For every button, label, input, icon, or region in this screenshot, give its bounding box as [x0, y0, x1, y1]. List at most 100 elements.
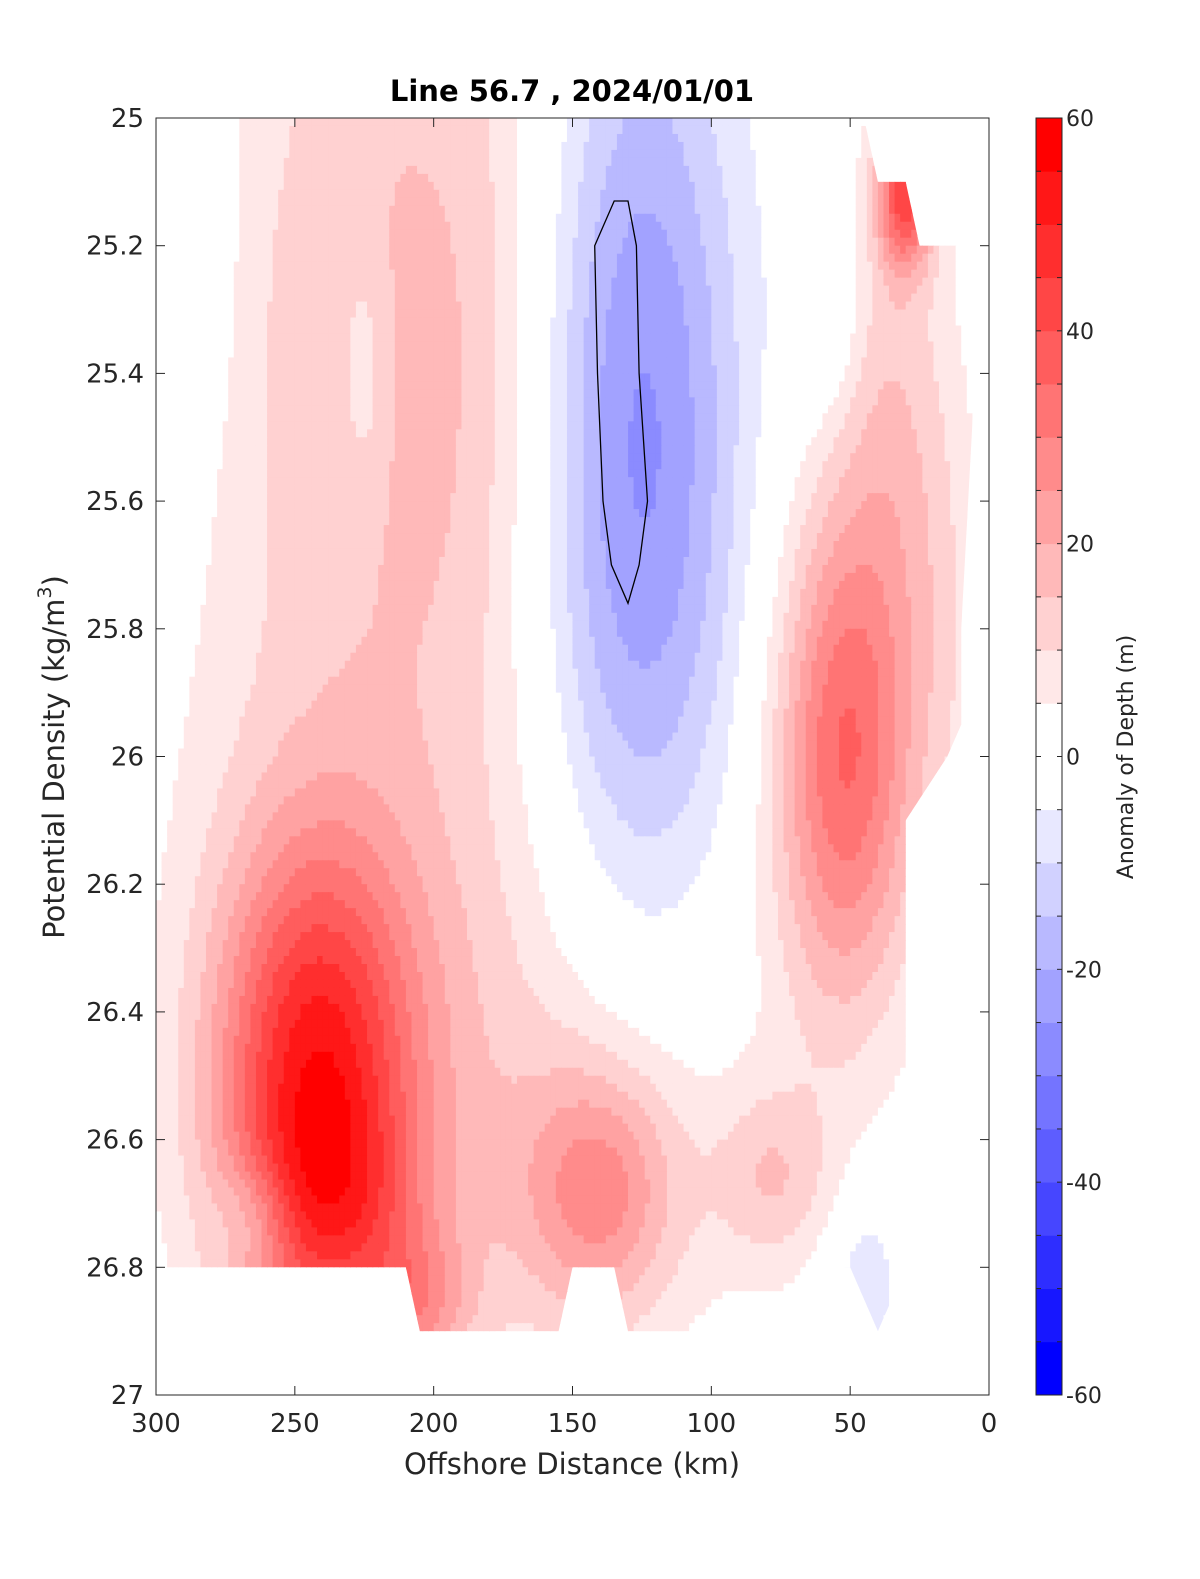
contour-cell — [389, 166, 395, 175]
contour-cell — [350, 158, 356, 167]
contour-cell — [523, 349, 529, 358]
contour-cell — [550, 318, 556, 327]
contour-cell — [323, 222, 329, 231]
contour-cell — [467, 333, 473, 342]
contour-cell — [545, 182, 551, 191]
contour-cell — [617, 246, 623, 255]
contour-cell — [828, 222, 834, 231]
contour-cell — [778, 118, 784, 127]
contour-cell — [611, 318, 617, 327]
contour-cell — [550, 118, 556, 127]
contour-cell — [506, 174, 512, 183]
contour-cell — [550, 262, 556, 271]
contour-cell — [245, 158, 251, 167]
contour-cell — [284, 126, 290, 135]
contour-cell — [756, 214, 762, 223]
contour-cell — [606, 254, 612, 263]
contour-cell — [328, 166, 334, 175]
contour-cell — [206, 278, 212, 287]
contour-cell — [400, 182, 406, 191]
contour-cell — [311, 278, 317, 287]
contour-cell — [234, 270, 240, 279]
contour-cell — [295, 190, 301, 199]
contour-cell — [389, 302, 395, 311]
contour-cell — [611, 166, 617, 175]
contour-cell — [461, 357, 467, 366]
contour-cell — [734, 182, 740, 191]
contour-cell — [711, 190, 717, 199]
contour-cell — [311, 310, 317, 319]
contour-cell — [200, 150, 206, 159]
contour-cell — [628, 286, 634, 295]
contour-cell — [611, 142, 617, 151]
contour-cell — [839, 166, 845, 175]
contour-cell — [756, 341, 762, 350]
contour-cell — [323, 198, 329, 207]
contour-cell — [361, 349, 367, 358]
contour-cell — [645, 357, 651, 366]
contour-cell — [883, 270, 889, 279]
contour-cell — [434, 198, 440, 207]
contour-cell — [167, 310, 173, 319]
contour-cell — [933, 341, 939, 350]
contour-cell — [173, 206, 179, 215]
contour-cell — [445, 357, 451, 366]
contour-cell — [900, 206, 906, 215]
contour-cell — [700, 150, 706, 159]
contour-cell — [373, 230, 379, 239]
contour-cell — [334, 373, 340, 382]
contour-cell — [373, 286, 379, 295]
contour-cell — [511, 118, 517, 127]
contour-cell — [439, 126, 445, 135]
contour-cell — [656, 222, 662, 231]
contour-cell — [695, 182, 701, 191]
contour-cell — [883, 206, 889, 215]
contour-cell — [173, 222, 179, 231]
contour-cell — [878, 206, 884, 215]
contour-cell — [311, 270, 317, 279]
contour-cell — [356, 326, 362, 335]
contour-cell — [473, 349, 479, 358]
contour-cell — [789, 174, 795, 183]
contour-cell — [789, 373, 795, 382]
contour-cell — [495, 198, 501, 207]
contour-cell — [378, 118, 384, 127]
contour-cell — [561, 206, 567, 215]
contour-cell — [800, 158, 806, 167]
contour-cell — [689, 262, 695, 271]
contour-cell — [811, 158, 817, 167]
contour-cell — [861, 222, 867, 231]
contour-cell — [478, 262, 484, 271]
contour-cell — [406, 126, 412, 135]
contour-cell — [378, 150, 384, 159]
contour-cell — [822, 126, 828, 135]
contour-cell — [645, 333, 651, 342]
contour-cell — [323, 142, 329, 151]
contour-cell — [250, 341, 256, 350]
contour-cell — [178, 118, 184, 127]
contour-cell — [611, 294, 617, 303]
contour-cell — [400, 381, 406, 390]
contour-cell — [273, 326, 279, 335]
contour-cell — [822, 278, 828, 287]
contour-cell — [300, 278, 306, 287]
contour-cell — [256, 238, 262, 247]
contour-cell — [328, 134, 334, 143]
contour-cell — [212, 318, 218, 327]
contour-cell — [906, 230, 912, 239]
contour-cell — [228, 341, 234, 350]
contour-cell — [717, 182, 723, 191]
contour-cell — [228, 174, 234, 183]
contour-cell — [311, 142, 317, 151]
contour-cell — [184, 238, 190, 247]
contour-cell — [206, 158, 212, 167]
contour-cell — [445, 365, 451, 374]
contour-cell — [267, 294, 273, 303]
contour-cell — [722, 326, 728, 335]
contour-cell — [717, 326, 723, 335]
contour-cell — [406, 182, 412, 191]
contour-cell — [517, 373, 523, 382]
contour-cell — [317, 333, 323, 342]
contour-cell — [456, 357, 462, 366]
contour-cell — [245, 310, 251, 319]
